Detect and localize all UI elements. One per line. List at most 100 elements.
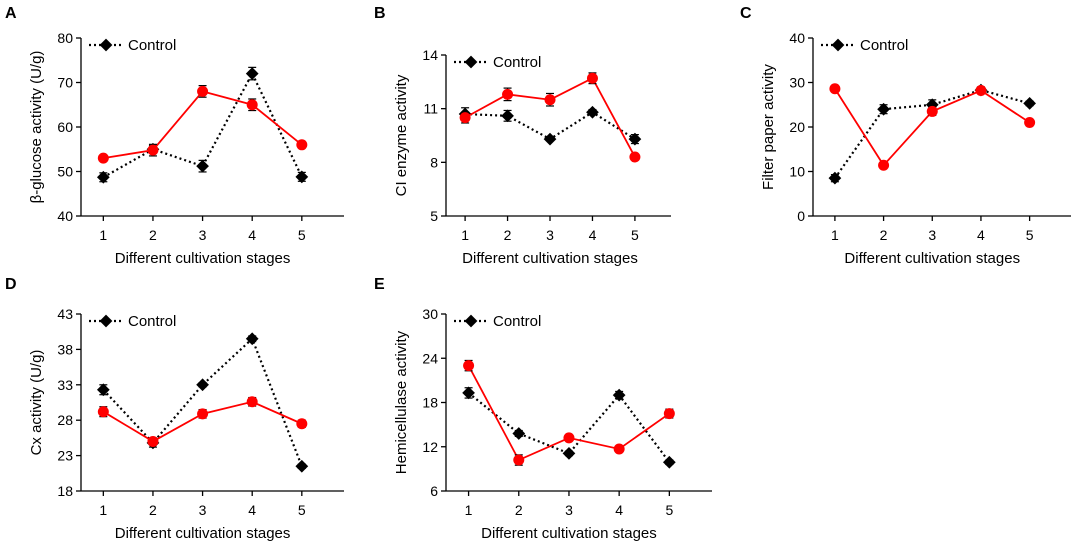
data-point-control (562, 447, 576, 460)
data-point-treatment (463, 360, 475, 372)
x-tick-label: 4 (248, 227, 256, 243)
y-tick-label: 30 (422, 306, 438, 322)
legend-marker-control (99, 314, 113, 328)
y-axis-title: Cx activity (U/g) (28, 350, 45, 456)
x-tick-label: 1 (465, 502, 473, 518)
panel-label: D (5, 276, 17, 293)
data-point-control (245, 67, 259, 80)
x-axis-title: Different cultivation stages (462, 250, 638, 267)
data-point-treatment (586, 72, 598, 84)
panel-c: C 0 10 20 30 40 1 2 3 4 5 Filter paper activity Diff… (740, 5, 1071, 267)
y-tick-label: 24 (422, 350, 438, 366)
series-control (828, 83, 1036, 185)
data-point-treatment (246, 99, 258, 111)
data-point-treatment (97, 152, 109, 164)
x-tick-label: 5 (631, 227, 639, 243)
data-point-treatment (296, 139, 308, 151)
y-tick-label: 33 (57, 377, 73, 393)
x-tick-label: 2 (149, 502, 157, 518)
series-line (467, 365, 670, 462)
x-tick-label: 2 (880, 227, 888, 243)
x-tick-label: 2 (149, 227, 157, 243)
data-point-control (543, 132, 557, 146)
legend-label-control: Control (493, 313, 541, 330)
series-line (834, 88, 1030, 179)
x-tick-label: 4 (615, 502, 623, 518)
y-tick-label: 43 (57, 306, 73, 322)
y-axis-title: β-glucose activity (U/g) (28, 51, 45, 204)
x-axis-title: Different cultivation stages (115, 525, 291, 542)
x-tick-label: 4 (589, 227, 597, 243)
data-point-treatment (459, 112, 471, 124)
y-tick-label: 50 (57, 164, 73, 180)
x-tick-label: 5 (1026, 227, 1034, 243)
data-point-control (877, 102, 890, 116)
y-tick-label: 38 (57, 341, 73, 357)
x-tick-label: 3 (199, 502, 207, 518)
data-point-treatment (513, 454, 525, 466)
y-tick-label: 10 (789, 164, 805, 180)
data-point-control (662, 455, 676, 469)
y-tick-label: 60 (57, 119, 73, 135)
series-treatment (459, 72, 641, 163)
data-point-control (245, 332, 259, 346)
y-tick-label: 28 (57, 412, 73, 428)
panel-b: B 5 8 11 14 1 2 3 4 5 CI enzyme activity Different … (374, 5, 671, 267)
data-point-treatment (97, 406, 109, 418)
data-point-treatment (629, 151, 641, 163)
x-axis-title: Different cultivation stages (844, 250, 1020, 267)
data-point-treatment (147, 435, 159, 447)
x-axis-title: Different cultivation stages (481, 525, 657, 542)
data-point-treatment (975, 85, 987, 97)
data-point-control (196, 159, 209, 173)
data-point-control (1023, 97, 1036, 110)
panel-a: A 40 50 60 70 80 1 2 3 4 5 β-glucose activity (U/g)… (5, 5, 344, 267)
y-tick-label: 14 (422, 47, 438, 63)
series-line (103, 90, 303, 160)
data-point-treatment (1024, 117, 1036, 129)
y-axis-title: Hemicellulase activity (393, 330, 410, 474)
data-point-control (462, 386, 475, 400)
y-tick-label: 12 (422, 439, 438, 455)
data-point-control (628, 132, 642, 146)
y-tick-label: 30 (789, 75, 805, 91)
y-tick-label: 5 (430, 208, 438, 224)
legend-label-control: Control (860, 37, 908, 54)
y-tick-label: 80 (57, 30, 73, 46)
x-tick-label: 1 (99, 227, 107, 243)
x-tick-label: 1 (99, 502, 107, 518)
series-line (102, 336, 303, 467)
data-point-control (295, 170, 309, 184)
x-tick-label: 5 (298, 227, 306, 243)
data-point-treatment (502, 88, 514, 100)
y-axis-title: Filter paper activity (760, 64, 777, 190)
data-point-treatment (147, 144, 159, 156)
panel-label: B (374, 5, 386, 22)
panel-label: C (740, 5, 752, 22)
data-point-treatment (926, 105, 938, 117)
y-tick-label: 18 (57, 483, 73, 499)
y-tick-label: 40 (57, 208, 73, 224)
data-point-treatment (663, 408, 675, 420)
y-tick-label: 6 (430, 483, 438, 499)
legend-marker-control (464, 314, 478, 328)
data-point-control (501, 109, 514, 123)
x-tick-label: 4 (977, 227, 985, 243)
data-point-treatment (197, 85, 209, 97)
data-point-control (196, 378, 209, 392)
data-point-treatment (878, 159, 890, 171)
data-point-treatment (246, 396, 258, 408)
y-tick-label: 70 (57, 75, 73, 91)
series-control (462, 386, 676, 469)
x-tick-label: 5 (298, 502, 306, 518)
x-tick-label: 3 (199, 227, 207, 243)
x-tick-label: 1 (461, 227, 469, 243)
x-tick-label: 5 (665, 502, 673, 518)
series-treatment (463, 359, 675, 466)
x-axis-title: Different cultivation stages (115, 250, 291, 267)
data-point-control (96, 383, 110, 397)
data-point-treatment (829, 83, 841, 95)
